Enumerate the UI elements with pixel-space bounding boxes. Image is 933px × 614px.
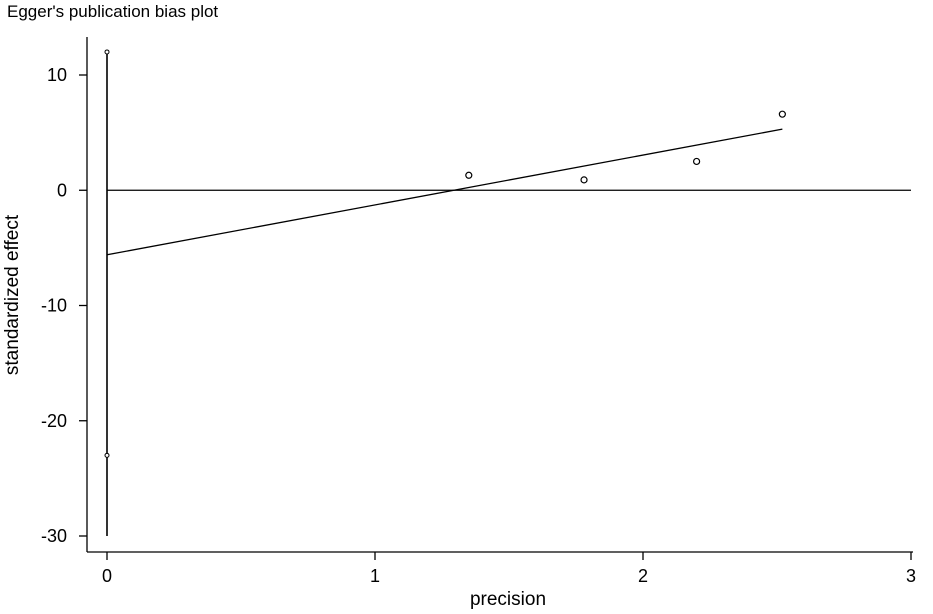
data-points (465, 110, 786, 184)
x-tick-label: 3 (906, 566, 916, 586)
x-tick-label: 2 (638, 566, 648, 586)
y-tick-label: 10 (47, 65, 67, 85)
data-point (692, 157, 701, 166)
x-tick-label: 1 (370, 566, 380, 586)
chart-title: Egger's publication bias plot (7, 2, 218, 21)
x-axis-ticks: 0 1 2 3 (102, 552, 916, 586)
y-axis-label: standardized effect (2, 214, 23, 375)
y-tick-label: -20 (41, 411, 67, 431)
ci-lower-marker (104, 452, 110, 458)
y-axis-ticks: 10 0 -10 -20 -30 (41, 65, 87, 546)
ci-upper-marker (104, 49, 110, 55)
y-tick-label: -10 (41, 296, 67, 316)
y-tick-label: -30 (41, 526, 67, 546)
data-point (580, 176, 588, 184)
x-axis-label: precision (470, 589, 546, 609)
data-point (778, 110, 786, 118)
regression-line (106, 128, 783, 256)
data-point (465, 171, 473, 179)
y-tick-label: 0 (57, 180, 67, 200)
x-tick-label: 0 (102, 566, 112, 586)
